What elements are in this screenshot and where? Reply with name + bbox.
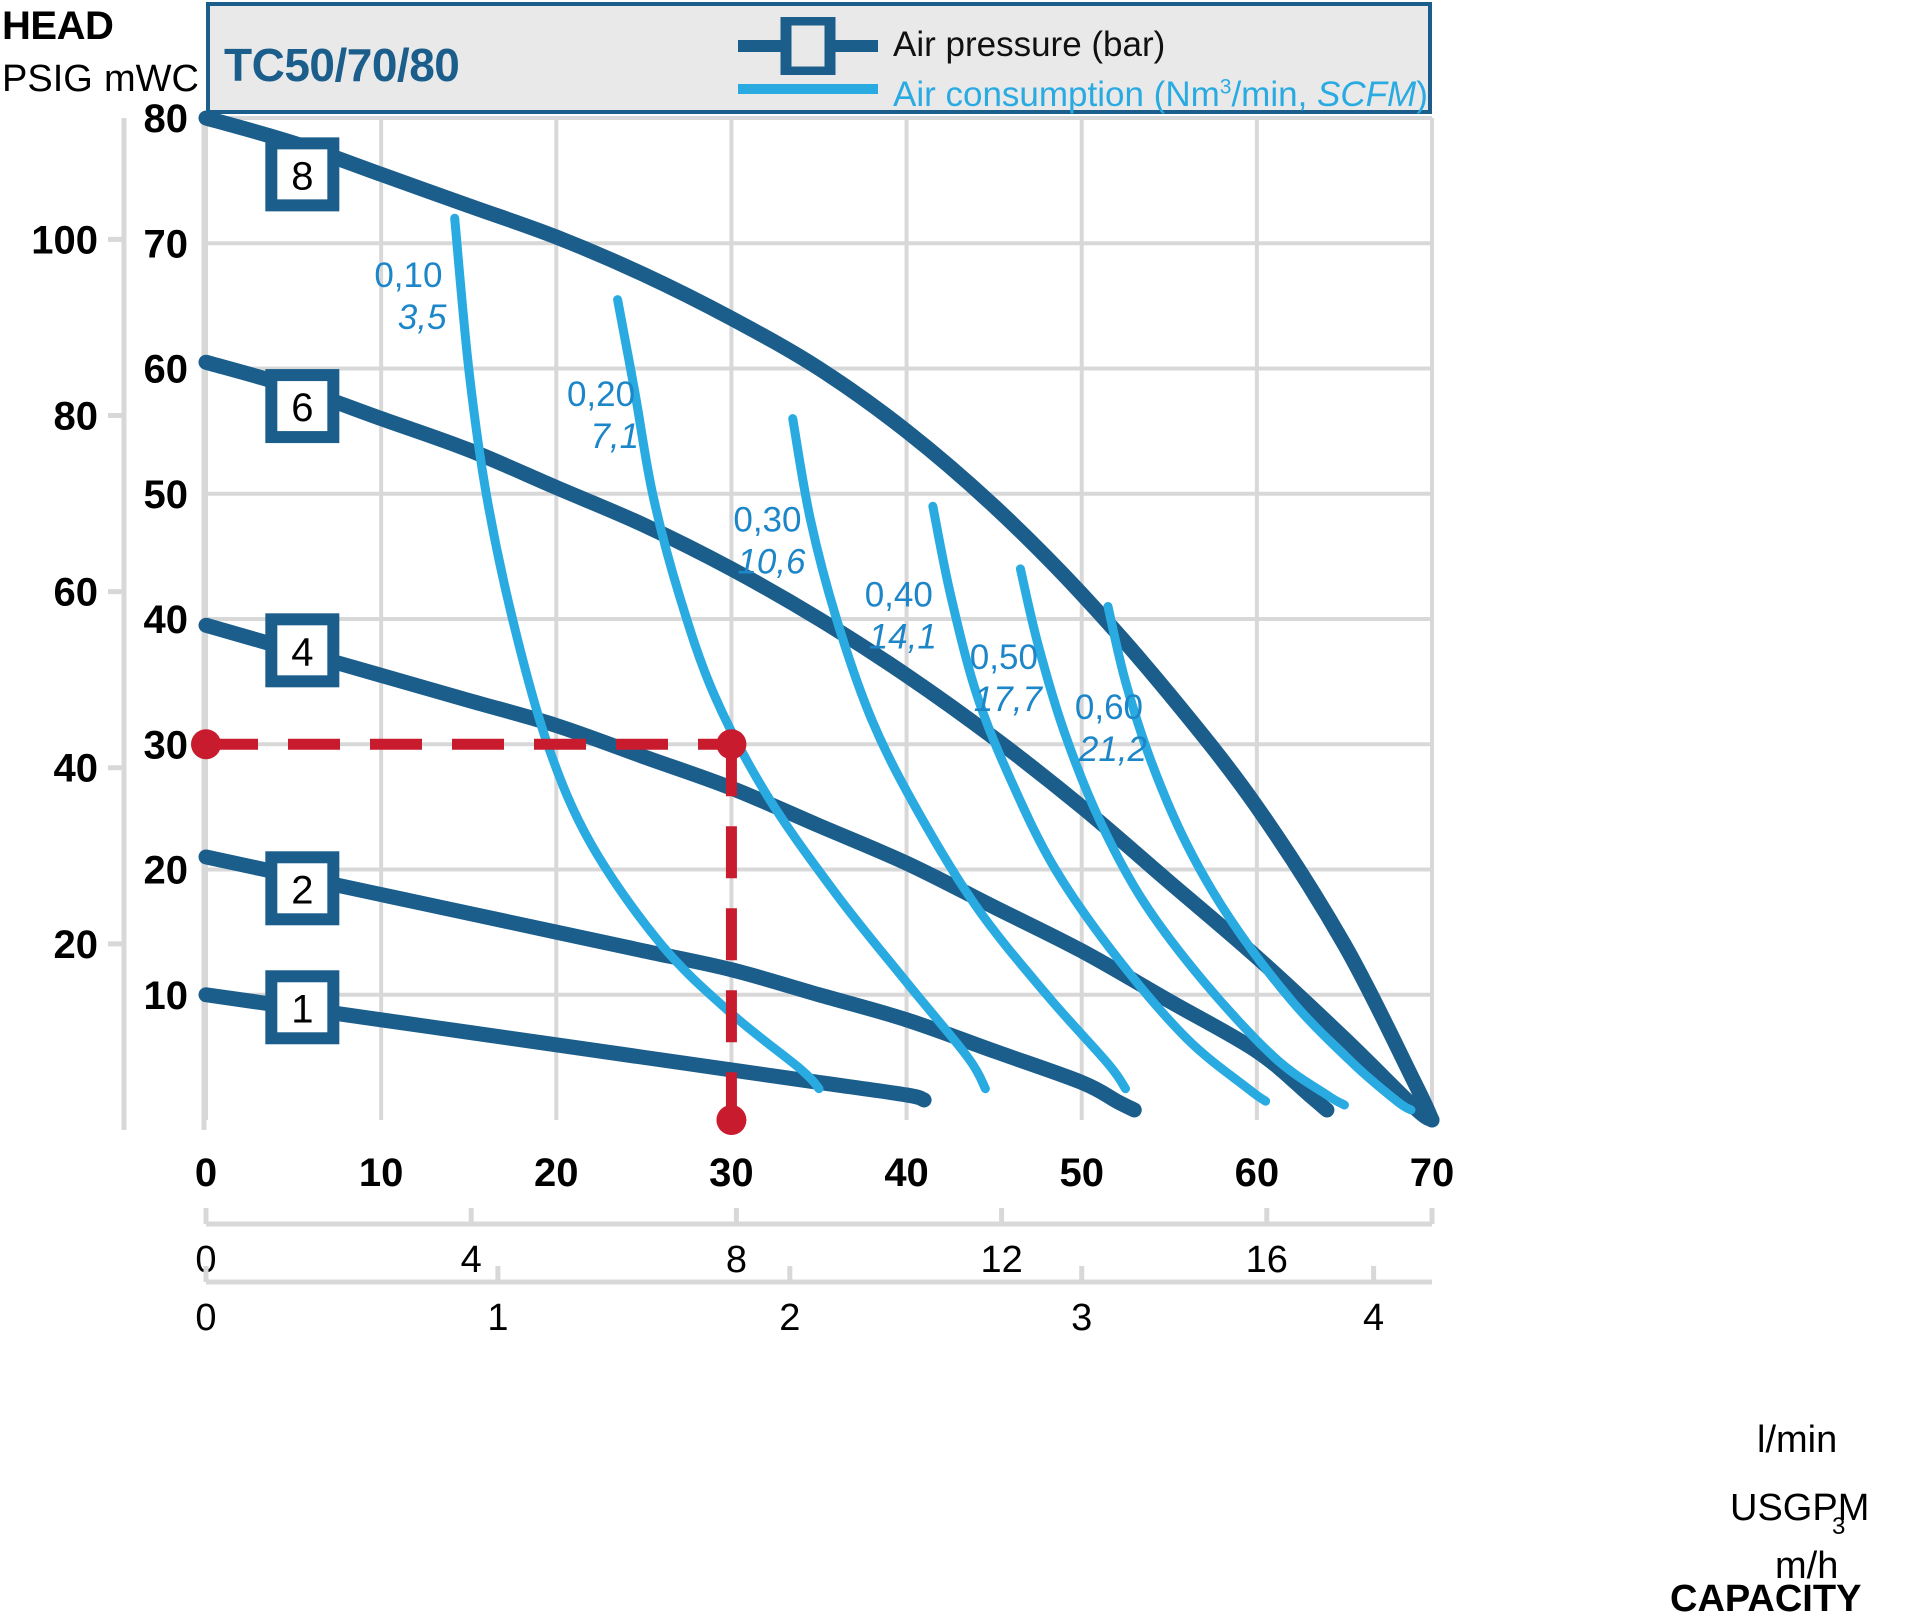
air-consumption-label-scfm: 14,1 — [869, 617, 937, 656]
x-tick-usgpm: 0 — [195, 1239, 216, 1281]
y-tick-mwc: 10 — [144, 974, 189, 1018]
x-tick-usgpm: 12 — [980, 1239, 1022, 1281]
y-tick-psig: 80 — [54, 394, 99, 438]
operating-point-marker — [191, 729, 221, 760]
air-consumption-label-scfm: 10,6 — [737, 542, 806, 581]
legend-label-ac-sup: 3 — [1219, 75, 1232, 99]
legend-label-ac-part1: Air consumption (Nm — [893, 75, 1220, 114]
air-pressure-curve — [198, 849, 1142, 1118]
usgpm-axis-title: USGPM — [1730, 1487, 1870, 1529]
pressure-label-value: 1 — [291, 987, 313, 1031]
lmin-axis-title: l/min — [1757, 1419, 1838, 1461]
pressure-label-box: 6 — [265, 369, 340, 444]
pressure-label-box: 2 — [265, 851, 340, 926]
x-tick-m3h: 1 — [487, 1297, 508, 1339]
x-tick-lmin: 60 — [1235, 1151, 1280, 1195]
legend-label-ac-part2: /min, — [1231, 75, 1318, 114]
x-tick-lmin: 10 — [359, 1151, 404, 1195]
pressure-label-value: 2 — [291, 868, 313, 912]
air-consumption-label: 0,20 — [567, 375, 635, 414]
mwc-axis-title: mWC — [104, 58, 199, 100]
m3h-axis-title: m/h — [1775, 1545, 1839, 1587]
air-consumption-curve — [788, 414, 1130, 1094]
m3h-superscript: 3 — [1832, 1513, 1846, 1540]
y-axis-group: 80 70 60 50 40 30 20 10 100 80 60 40 20 — [31, 97, 207, 1130]
air-consumption-label-scfm: 17,7 — [974, 680, 1044, 719]
x-tick-usgpm: 8 — [726, 1239, 747, 1281]
y-tick-mwc: 80 — [144, 97, 189, 141]
y-tick-mwc: 60 — [144, 348, 189, 392]
annotations-group — [191, 729, 747, 1135]
x-tick-lmin: 50 — [1059, 1151, 1104, 1195]
air-consumption-label-scfm: 7,1 — [590, 417, 639, 456]
operating-point-marker — [716, 1105, 747, 1135]
air-consumption-label: 0,50 — [970, 638, 1038, 677]
head-axis-title: HEAD — [2, 4, 114, 48]
legend-symbol-air-consumption — [738, 84, 878, 94]
y-tick-psig: 40 — [54, 747, 99, 791]
y-tick-mwc: 40 — [144, 598, 189, 642]
psig-axis-title: PSIG — [2, 58, 93, 100]
x-tick-m3h: 4 — [1363, 1297, 1384, 1339]
legend-symbol-air-pressure — [738, 17, 878, 75]
page-title: TC50/70/80 — [224, 39, 460, 91]
air-consumption-label: 0,10 — [374, 256, 442, 295]
x-tick-m3h: 2 — [779, 1297, 800, 1339]
air-pressure-curve — [198, 354, 1440, 1128]
legend-label-ac-italic: SCFM — [1317, 75, 1417, 114]
y-tick-mwc: 50 — [144, 473, 189, 517]
legend-label-air-consumption: Air consumption (Nm3/min, SCFM) — [893, 75, 1428, 115]
x-tick-m3h: 3 — [1071, 1297, 1092, 1339]
x-tick-lmin: 40 — [884, 1151, 929, 1195]
x-tick-lmin: 30 — [709, 1151, 754, 1195]
air-consumption-curve — [450, 213, 824, 1094]
pressure-label-box: 8 — [265, 137, 340, 212]
pressure-label-value: 6 — [291, 386, 313, 430]
x-tick-lmin: 70 — [1410, 1151, 1455, 1195]
legend-label-air-pressure: Air pressure (bar) — [893, 25, 1166, 64]
chart-plot-area: 80 70 60 50 40 30 20 10 100 80 60 40 20 0 10 20 30 40 50 6… — [31, 97, 1454, 1339]
pressure-label-value: 8 — [291, 154, 313, 198]
air-pressure-curve — [198, 110, 1440, 1128]
x-tick-m3h: 0 — [195, 1297, 216, 1339]
pressure-label-box: 1 — [265, 970, 340, 1045]
air-pressure-curve — [198, 617, 1335, 1118]
air-consumption-label-scfm: 21,2 — [1078, 730, 1147, 769]
x-tick-lmin: 20 — [534, 1151, 579, 1195]
grid-lines — [204, 116, 1434, 1120]
pressure-label-boxes: 8 6 4 2 1 — [265, 137, 340, 1045]
capacity-axis-title: CAPACITY — [1670, 1578, 1862, 1620]
pressure-label-value: 4 — [291, 630, 313, 674]
x-tick-usgpm: 16 — [1246, 1239, 1288, 1281]
y-tick-psig: 60 — [54, 571, 99, 615]
air-consumption-label: 0,40 — [865, 575, 933, 614]
operating-point-indicator — [191, 729, 747, 1135]
y-tick-psig: 20 — [54, 923, 99, 967]
y-tick-psig: 100 — [31, 218, 98, 262]
x-tick-usgpm: 4 — [461, 1239, 482, 1281]
air-consumption-curve — [1103, 601, 1416, 1115]
pressure-label-box: 4 — [265, 613, 340, 688]
y-tick-mwc: 70 — [144, 222, 189, 266]
air-consumption-curve — [928, 501, 1271, 1106]
air-consumption-label-scfm: 3,5 — [398, 298, 447, 337]
operating-point-marker — [716, 729, 747, 760]
x-axis-group: 0 10 20 30 40 50 60 700 4 8 12 160 1 2 3 4 — [195, 1151, 1454, 1339]
air-consumption-label: 0,30 — [733, 500, 801, 539]
air-consumption-curve — [1015, 564, 1349, 1110]
y-tick-mwc: 30 — [144, 723, 189, 767]
curves-group — [198, 110, 1440, 1128]
x-tick-lmin: 0 — [195, 1151, 217, 1195]
air-consumption-label: 0,60 — [1075, 688, 1143, 727]
y-tick-mwc: 20 — [144, 849, 189, 893]
legend-label-ac-end: ) — [1416, 75, 1428, 114]
